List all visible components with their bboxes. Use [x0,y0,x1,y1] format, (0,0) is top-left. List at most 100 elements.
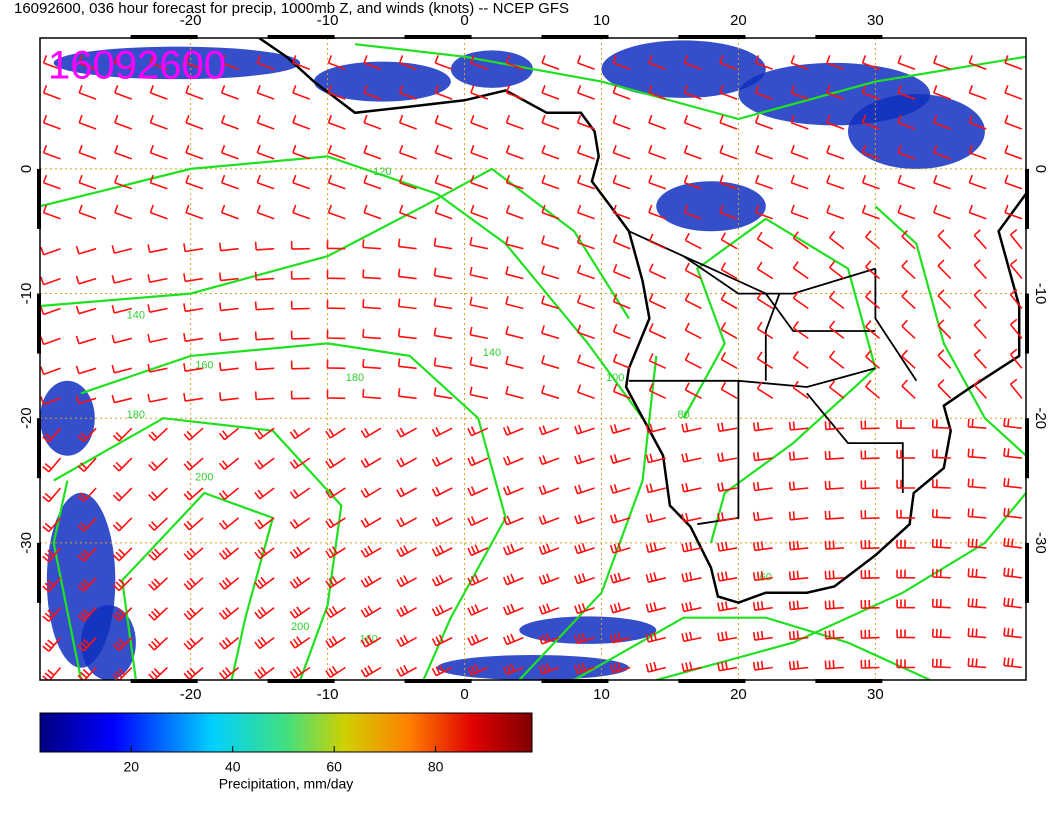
wind-barb [254,361,275,371]
wind-barb [254,331,275,341]
lat-label: -20 [1032,407,1049,429]
wind-barb [824,480,844,490]
wind-barb [185,204,204,220]
wind-barb [756,381,774,399]
wind-barb [1004,144,1023,160]
wind-barb [648,382,667,400]
wind-barb [327,144,346,160]
wind-barb [968,204,987,220]
wind-barb [114,55,133,70]
lat-label: -10 [18,283,35,305]
lon-label: 0 [460,686,468,703]
wind-barb [77,427,97,443]
wind-barb [40,336,61,346]
wind-barb [220,144,239,160]
precip-area [519,616,657,644]
wind-barb [933,174,951,190]
wind-barb [77,517,97,532]
wind-barb [397,388,417,400]
wind-barb [183,487,204,501]
wind-barb [256,85,275,100]
wind-barb [897,174,916,190]
wind-barb [824,510,844,520]
wind-barb [865,290,881,310]
lat-label: -30 [18,532,35,554]
wind-barb [684,292,702,310]
wind-barb [326,240,346,250]
wind-barb [148,666,168,680]
wind-barb [505,266,524,280]
wind-barb [648,204,667,220]
wind-barb [865,349,881,369]
wind-barb [147,244,168,254]
wind-barb [254,636,275,650]
wind-barb [220,114,239,130]
wind-barb [790,204,809,220]
wind-barb [325,665,346,678]
wind-barb [860,450,880,460]
wind-barb [574,514,595,525]
wind-barb [325,457,346,469]
wind-barb [826,144,845,160]
lon-label: 30 [867,686,884,703]
wind-barb [756,261,774,280]
wind-barb [434,114,453,130]
wind-barb [362,358,382,370]
wind-barb [42,577,62,593]
wind-barb [541,144,560,160]
wind-barb [897,114,916,130]
wind-barb [897,85,916,100]
wind-barb [149,174,168,190]
wind-barb [502,485,524,496]
wind-barb [469,266,488,280]
wind-barb [40,246,61,256]
wind-barb [502,573,524,586]
wind-barb [645,542,666,554]
wind-barb [218,607,240,620]
wind-barb [149,204,168,220]
wind-barb [933,85,951,100]
wind-barb [683,85,702,100]
wind-barb [502,515,524,526]
wind-barb [931,598,951,609]
contour-line [682,217,877,544]
wind-barb [648,233,667,250]
wind-barb [292,114,311,130]
wind-barb [756,231,774,250]
wind-barb [40,396,61,406]
wind-barb [790,85,809,100]
border [628,367,876,388]
wind-barb [719,204,738,220]
wind-barb [292,204,311,220]
wind-barb [574,662,595,674]
wind-barb [397,328,417,340]
border [628,230,876,332]
wind-barb [717,571,738,582]
colorbar [39,712,533,753]
wind-barb [861,144,880,160]
wind-barb [218,547,240,560]
wind-barb [865,260,881,280]
wind-barb [681,482,702,493]
wind-barb [937,229,952,250]
wind-barb [434,55,453,70]
wind-barb [574,484,595,495]
wind-barb [931,449,951,459]
wind-barb [362,388,382,400]
wind-barb [467,456,489,467]
wind-barb [541,355,560,370]
wind-barb [77,487,97,502]
wind-barb [218,517,240,530]
wind-barb [434,85,453,100]
wind-barb [861,55,880,70]
wind-barb [111,394,132,404]
wind-barb [824,420,844,431]
wind-barb [790,174,809,190]
wind-barb [648,263,667,280]
wind-barb [931,538,951,549]
wind-barb [968,55,987,70]
wind-barb [937,349,952,369]
wind-barb [828,350,845,369]
wind-barb [576,294,595,310]
wind-barb [78,174,97,190]
